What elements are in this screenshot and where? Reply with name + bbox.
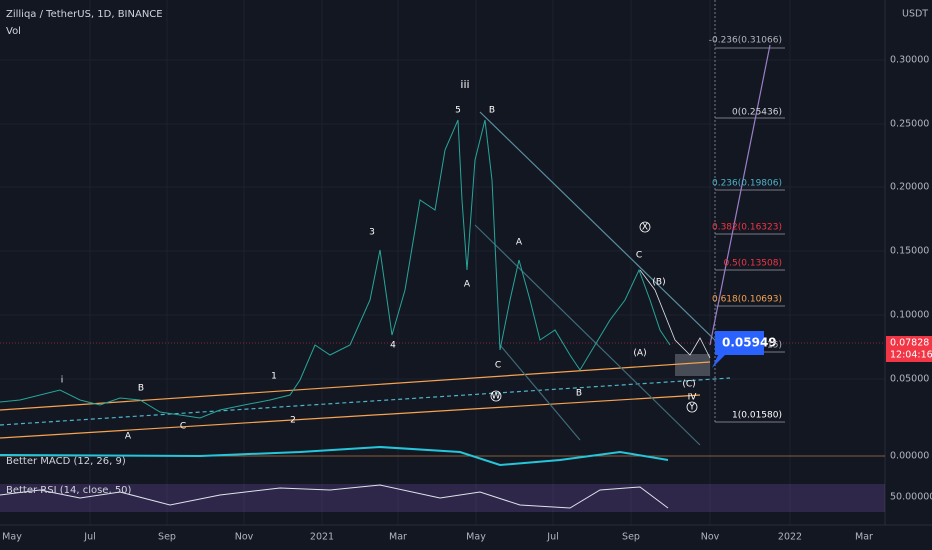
price-tick: 0.10000 — [890, 310, 929, 321]
price-tick: 0.25000 — [890, 119, 929, 130]
wave-label: W — [492, 392, 501, 402]
time-tick: Sep — [158, 532, 176, 543]
wave-label: A — [125, 432, 132, 442]
wave-circle — [490, 390, 502, 402]
wave-label: A — [516, 238, 523, 248]
fib-label: 0.5(0.13508) — [723, 259, 782, 269]
wave-circle — [686, 401, 698, 413]
wave-label: B — [138, 384, 144, 394]
last-price: 0.07828 — [890, 338, 929, 349]
fib-lines — [714, 0, 785, 423]
wave-label: 5 — [455, 106, 461, 116]
fib-label: -0.236(0.31066) — [709, 36, 782, 46]
symbol-title: Zilliqa / TetherUS, 1D, BINANCE — [6, 9, 163, 20]
time-tick: May — [2, 532, 22, 543]
wave-label: (B) — [652, 278, 665, 288]
wave-label: iii — [460, 78, 469, 91]
price-series — [0, 119, 671, 419]
callout-box — [712, 331, 764, 368]
macd-axis: 0.00000 — [890, 451, 929, 462]
fib-label: 1(0.01580) — [732, 411, 782, 421]
channels — [0, 44, 771, 446]
fib-label: 0(0.25436) — [732, 108, 782, 118]
time-tick: May — [466, 532, 486, 543]
volume-label: Vol — [6, 26, 21, 37]
fib-label: 15) — [767, 341, 782, 351]
time-tick: 2021 — [310, 532, 334, 543]
time-tick: Sep — [622, 532, 640, 543]
wave-label: 2 — [290, 416, 296, 426]
wave-label: 4 — [390, 341, 396, 351]
wave-label: X — [642, 223, 648, 233]
fib-label: 0.618(0.10693) — [712, 295, 782, 305]
grid — [0, 0, 885, 525]
last-price-box — [886, 336, 932, 362]
wave-label: 3 — [369, 228, 375, 238]
wave-label: C — [636, 251, 642, 261]
time-tick: 2022 — [778, 532, 802, 543]
time-tick: Mar — [855, 532, 873, 543]
callout-price: 0.05949 — [722, 336, 777, 350]
wave-label: B — [489, 106, 495, 116]
rsi-axis: 50.00000 — [890, 492, 932, 503]
fib-label: 0.236(0.19806) — [712, 179, 782, 189]
wave-label: (A) — [633, 349, 646, 359]
countdown: 12:04:16 — [890, 350, 932, 361]
time-tick: Jul — [546, 532, 558, 543]
time-tick: Jul — [83, 532, 95, 543]
price-tick: 0.15000 — [890, 246, 929, 257]
wave-label: A — [464, 280, 471, 290]
time-tick: Nov — [235, 532, 254, 543]
wave-label: C — [495, 361, 501, 371]
fib-label: 0.382(0.16323) — [712, 223, 782, 233]
rsi-series — [0, 484, 669, 509]
wave-label: C — [180, 422, 186, 432]
price-tick: 0.30000 — [890, 55, 929, 66]
wave-label: B — [576, 389, 582, 399]
wave-label: 1 — [271, 372, 277, 382]
time-tick: Mar — [389, 532, 407, 543]
rsi-label: Better RSI (14, close, 50) — [6, 485, 132, 496]
currency-label: USDT — [902, 9, 928, 20]
wave-circle — [639, 221, 651, 233]
wave-label: IV — [688, 393, 698, 403]
price-tick: 0.05000 — [890, 374, 929, 385]
wave-label: i — [61, 376, 64, 386]
macd-label: Better MACD (12, 26, 9) — [6, 456, 126, 467]
wave-label: (C) — [682, 380, 695, 390]
time-tick: Nov — [701, 532, 720, 543]
macd-pane — [0, 445, 885, 467]
price-tick: 0.20000 — [890, 182, 929, 193]
target-box — [675, 354, 710, 376]
wave-label: Y — [688, 403, 695, 413]
